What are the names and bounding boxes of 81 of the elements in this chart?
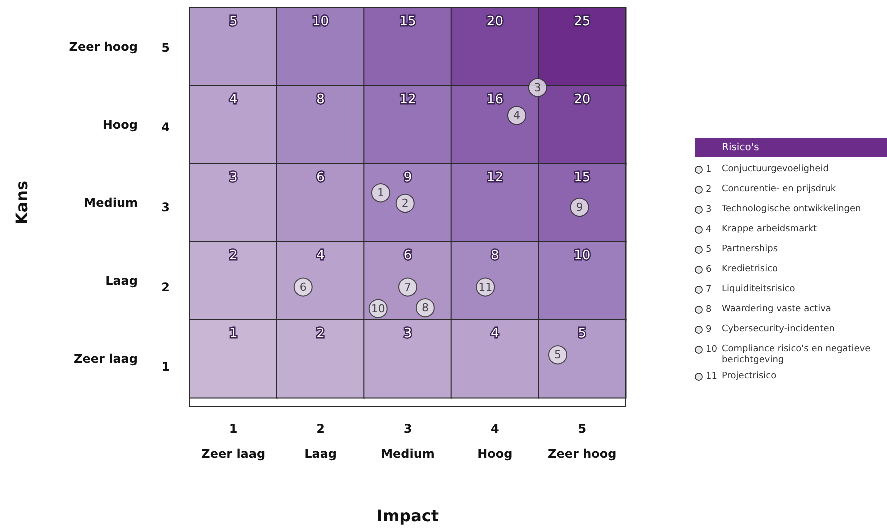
data-label: 5	[578, 326, 587, 342]
text: 1	[706, 165, 712, 175]
text: 6	[706, 265, 712, 275]
y2-tick-label: Zeer laag	[74, 352, 138, 366]
x-tick-label: Medium	[381, 447, 435, 461]
category-label: 4	[706, 225, 712, 235]
data-label: 10	[312, 14, 330, 30]
data-label: 5	[229, 14, 238, 30]
y-tick-label: 4	[162, 120, 170, 135]
data-label: 3	[404, 326, 412, 342]
legend-label: Technologische ontwikkelingen	[721, 204, 862, 214]
y-tick-label: 2	[162, 280, 170, 294]
data-label: 20	[574, 92, 591, 108]
x-tick-label: Zeer laag	[202, 447, 266, 461]
data-label: 2	[316, 326, 325, 342]
data-label: 4	[229, 92, 238, 108]
legend-label: Conjuctuurgevoeligheid	[722, 164, 829, 174]
annotation: 2	[402, 197, 409, 210]
text: 8	[706, 305, 712, 315]
legend-label: Kredietrisico	[722, 264, 779, 274]
data-label: 25	[574, 14, 591, 30]
annotation: 10	[371, 302, 386, 316]
text: 11	[706, 372, 718, 382]
data-label: 15	[574, 170, 591, 186]
data-label: 1	[229, 326, 238, 342]
x-tick-label: 4	[491, 422, 500, 436]
data-label: 9	[404, 170, 412, 186]
legend-label: Compliance risico's en negatieve berichtgeving	[722, 344, 874, 366]
y2-tick-label: Zeer hoog	[69, 40, 138, 54]
annotation: 7	[404, 280, 412, 294]
category-label: 5	[706, 245, 712, 255]
x-tick-label: 1	[229, 422, 238, 436]
data-label: 15	[400, 14, 416, 30]
x-tick-label: Zeer hoog	[548, 447, 617, 461]
data-label: 6	[404, 248, 412, 264]
y-tick-label: 5	[162, 40, 170, 55]
data-label: 20	[486, 14, 504, 30]
legend-label: Liquiditeitsrisico	[722, 284, 796, 294]
legend-label: Krappe arbeidsmarkt	[722, 224, 818, 234]
data-label: 4	[316, 248, 325, 264]
y-axis-title: Kans	[12, 180, 32, 226]
data-label: 6	[316, 170, 325, 186]
annotation: 6	[300, 280, 307, 294]
data-label: 3	[229, 170, 238, 186]
x-tick-label: 3	[404, 422, 412, 436]
annotation: 8	[422, 302, 429, 315]
x-tick-label: Laag	[304, 447, 338, 461]
annotation: 5	[554, 348, 562, 362]
x-axis-title: Impact	[376, 506, 440, 526]
category-label: 3	[706, 205, 712, 215]
category-label: 2	[706, 185, 712, 195]
data-label: 10	[574, 248, 591, 264]
x-tick-label: 5	[578, 422, 587, 436]
data-label: 12	[486, 170, 504, 186]
y2-tick-label: Medium	[84, 196, 138, 210]
legend-label: Partnerships	[722, 244, 778, 254]
x-tick-label: Hoog	[478, 447, 513, 461]
y2-tick-label: Laag	[106, 274, 138, 288]
text: 10	[706, 345, 718, 355]
annotation: 3	[534, 81, 542, 94]
y-tick-label: 3	[162, 200, 170, 214]
annotation: 1	[377, 186, 384, 200]
data-label: 8	[491, 248, 500, 264]
legend-label: Cybersecurity-incidenten	[722, 324, 835, 334]
text: 7	[706, 285, 712, 295]
annotation: 11	[478, 280, 493, 294]
annotation: 9	[576, 201, 584, 214]
annotation: 4	[514, 109, 520, 122]
legend-label: Concurentie- en prijsdruk	[722, 184, 837, 194]
text: 9	[706, 325, 712, 335]
data-label: 4	[491, 326, 500, 342]
data-label: 8	[316, 92, 325, 108]
data-label: 12	[400, 92, 416, 108]
y-tick-label: 1	[162, 360, 170, 374]
data-label: 2	[229, 248, 238, 264]
legend-label: Waardering vaste activa	[722, 304, 832, 314]
data-label: 16	[486, 92, 504, 108]
x-tick-label: 2	[316, 422, 325, 436]
y2-tick-label: Hoog	[102, 118, 138, 132]
legend-title: Risico's	[722, 142, 760, 154]
legend-label: Projectrisico	[722, 372, 778, 382]
